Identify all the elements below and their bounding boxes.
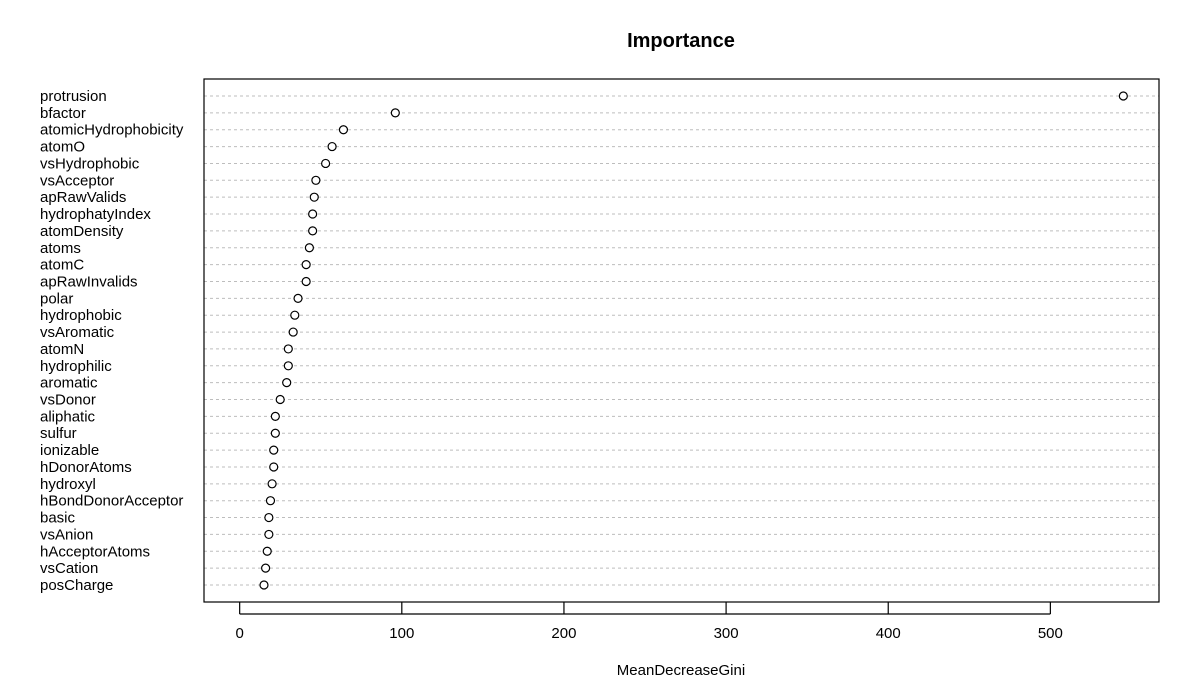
category-label: hydroxyl bbox=[40, 476, 96, 493]
data-point bbox=[259, 580, 269, 590]
x-axis: 0 100 200 300 400 500 bbox=[235, 602, 1063, 642]
x-tick-label: 400 bbox=[876, 625, 901, 642]
category-label: polar bbox=[40, 290, 73, 307]
category-label: hBondDonorAcceptor bbox=[40, 493, 183, 510]
data-point bbox=[261, 563, 271, 573]
category-label: protrusion bbox=[40, 88, 107, 105]
data-point bbox=[264, 512, 274, 523]
category-label: basic bbox=[40, 510, 76, 527]
data-point bbox=[304, 243, 314, 253]
data-point bbox=[270, 411, 280, 421]
data-point bbox=[267, 479, 277, 489]
data-point bbox=[309, 192, 319, 202]
category-labels: protrusionbfactoratomicHydrophobicityato… bbox=[40, 88, 184, 594]
data-point bbox=[270, 428, 280, 438]
x-tick-label: 0 bbox=[235, 625, 243, 642]
data-point bbox=[293, 293, 303, 303]
data-point bbox=[290, 310, 300, 320]
data-point bbox=[311, 175, 321, 185]
category-label: vsDonor bbox=[40, 392, 96, 409]
category-label: atomN bbox=[40, 341, 84, 358]
x-tick-label: 200 bbox=[551, 625, 576, 642]
category-label: vsHydrophobic bbox=[40, 155, 140, 172]
data-point bbox=[283, 361, 293, 371]
data-point bbox=[1118, 91, 1128, 101]
category-label: ionizable bbox=[40, 442, 99, 459]
category-label: vsAcceptor bbox=[40, 172, 114, 189]
category-label: atomDensity bbox=[40, 223, 124, 240]
data-point bbox=[265, 496, 276, 506]
x-tick-label: 100 bbox=[389, 625, 414, 642]
category-label: hydrophobic bbox=[40, 307, 122, 324]
category-label: hydrophilic bbox=[40, 358, 112, 375]
data-point bbox=[301, 276, 311, 287]
data-point bbox=[327, 141, 337, 152]
data-point bbox=[390, 108, 400, 118]
data-point bbox=[321, 158, 331, 169]
category-label: atomC bbox=[40, 257, 84, 274]
category-label: hAcceptorAtoms bbox=[40, 543, 150, 560]
data-point bbox=[282, 378, 292, 388]
category-label: vsAnion bbox=[40, 526, 93, 543]
category-label: apRawInvalids bbox=[40, 273, 138, 290]
x-tick-label: 300 bbox=[714, 625, 739, 642]
category-label: posCharge bbox=[40, 577, 113, 594]
data-point bbox=[338, 125, 349, 135]
category-label: sulfur bbox=[40, 425, 77, 442]
category-label: apRawValids bbox=[40, 189, 126, 206]
data-point bbox=[308, 209, 318, 219]
category-label: atomO bbox=[40, 139, 85, 156]
x-tick-label: 500 bbox=[1038, 625, 1063, 642]
data-point bbox=[264, 529, 274, 540]
category-label: aliphatic bbox=[40, 408, 96, 425]
category-label: bfactor bbox=[40, 105, 86, 122]
points bbox=[259, 91, 1128, 590]
data-point bbox=[275, 394, 285, 405]
data-point bbox=[269, 462, 279, 472]
category-label: atoms bbox=[40, 240, 81, 257]
plot-frame bbox=[203, 78, 1160, 603]
category-label: atomicHydrophobicity bbox=[40, 122, 184, 139]
data-point bbox=[269, 445, 279, 455]
grid-layer bbox=[204, 95, 1159, 586]
category-label: vsAromatic bbox=[40, 324, 115, 341]
category-label: hDonorAtoms bbox=[40, 459, 132, 476]
category-label: aromatic bbox=[40, 375, 98, 392]
data-point bbox=[262, 546, 272, 556]
data-point bbox=[308, 226, 318, 236]
category-label: hydrophatyIndex bbox=[40, 206, 151, 223]
chart-title: Importance bbox=[627, 30, 735, 52]
x-axis-title: MeanDecreaseGini bbox=[617, 662, 745, 679]
data-point bbox=[283, 344, 293, 354]
data-point bbox=[288, 327, 298, 337]
data-point bbox=[301, 260, 311, 270]
category-label: vsCation bbox=[40, 560, 98, 577]
